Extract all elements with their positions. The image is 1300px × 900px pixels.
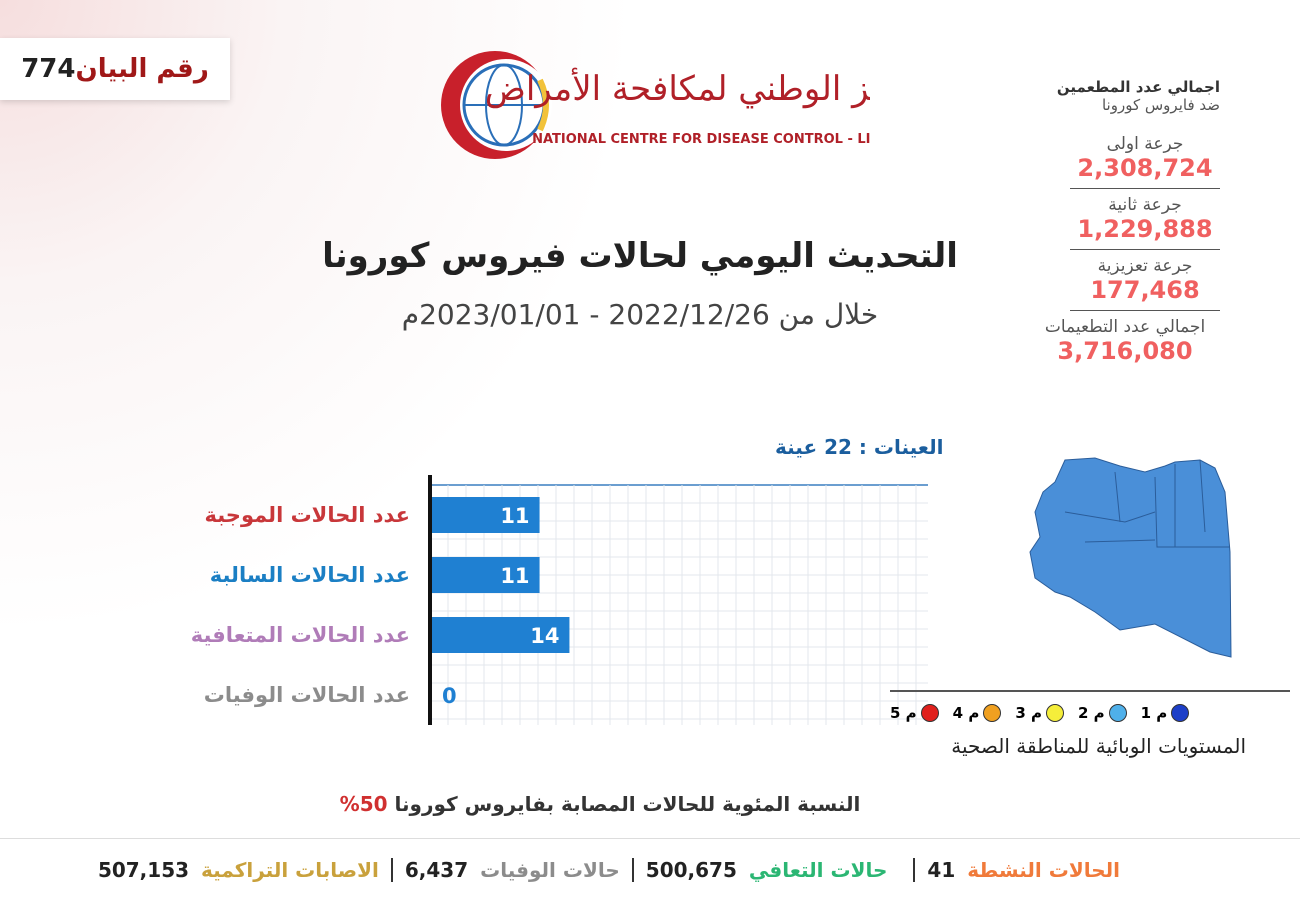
percentage-text: النسبة المئوية للحالات المصابة بفايروس ك…	[394, 792, 861, 816]
vaccination-label: جرعة اولى	[1106, 134, 1184, 154]
footer-value: 500,675	[645, 857, 737, 882]
statement-label: رقم البيان	[75, 54, 209, 84]
value-label: 11	[500, 504, 529, 528]
vaccination-value: 1,229,888	[1077, 215, 1213, 243]
logo-name-en: NATIONAL CENTRE FOR DISEASE CONTROL - LI…	[532, 132, 870, 147]
legend-item: م 4	[953, 704, 1002, 722]
footer-label: الحالات النشطة	[967, 857, 1120, 882]
legend-label: م 4	[952, 704, 980, 722]
category-label: عدد الحالات السالبة	[210, 563, 410, 587]
legend-label: م 1	[1140, 704, 1168, 722]
percentage-value: 50%	[339, 792, 388, 816]
vaccination-value: 177,468	[1090, 276, 1200, 304]
libya-map	[1029, 457, 1232, 658]
logo-accent	[537, 78, 549, 132]
vaccination-item: جرعة اولى 2,308,724	[1070, 128, 1220, 189]
legend-label: م 3	[1015, 704, 1042, 722]
legend-title: المستويات الوبائية للمناطقة الصحية	[951, 734, 1246, 758]
footer-label: حالات التعافي	[748, 857, 888, 882]
legend-dot	[1108, 704, 1127, 722]
vaccination-label: جرعة تعزيزية	[1097, 256, 1193, 276]
map-legend: م 1 م 2 م 3 م 4 م 5 المستويات الوبائية للمنا…	[890, 690, 1290, 758]
footer: الحالات النشطة 41 حالات التعافي 500,675 حالا…	[0, 838, 1300, 900]
value-label: 14	[530, 624, 559, 648]
bar	[430, 497, 540, 533]
footer-item: حالات التعافي 500,675	[631, 857, 900, 882]
percentage: النسبة المئوية للحالات المصابة بفايروس ك…	[300, 792, 900, 816]
subtitle: خلال من 2022/12/26 - 2023/01/01م	[401, 298, 879, 331]
legend-label: م 5	[890, 704, 917, 722]
logo: المركز الوطني لمكافحة الأمراض NATIONAL C…	[441, 51, 870, 159]
legend-levels: م 1 م 2 م 3 م 4 م 5	[890, 704, 1290, 722]
legend-dot	[1045, 704, 1064, 722]
bar	[430, 557, 540, 593]
footer-value: 6,437	[404, 857, 469, 882]
legend-dot	[983, 704, 1002, 722]
chart: عدد العينات : 22 عينة عدد الحالات الموجبة…	[191, 435, 950, 725]
map	[1029, 457, 1232, 658]
vaccination-label: جرعة ثانية	[1108, 195, 1182, 215]
value-label: 11	[500, 564, 529, 588]
vaccination-panel: اجمالي عدد المطعمين ضد فايروس كورونا جرع…	[1030, 78, 1220, 371]
footer-item: حالات الوفيات 6,437	[390, 857, 632, 882]
legend-item: م 2	[1078, 704, 1127, 722]
vaccination-value: 3,716,080	[1057, 337, 1193, 365]
category-label: عدد الحالات الوفيات	[204, 683, 410, 707]
footer-label: حالات الوفيات	[480, 857, 620, 882]
vaccination-subheading: ضد فايروس كورونا	[1101, 96, 1220, 114]
logo-name-ar: المركز الوطني لمكافحة الأمراض	[485, 67, 870, 109]
footer-value: 41	[927, 857, 956, 882]
footer-item: الاصابات التراكمية 507,153	[86, 858, 391, 882]
bar	[430, 617, 570, 653]
vaccination-item: جرعة تعزيزية 177,468	[1070, 250, 1220, 311]
value-label: 0	[442, 684, 457, 708]
chart-title: عدد العينات : 22 عينة	[775, 435, 950, 459]
legend-item: م 5	[890, 704, 939, 722]
vaccination-item: اجمالي عدد التطعيمات 3,716,080	[1030, 311, 1220, 371]
vaccination-label: اجمالي عدد التطعيمات	[1044, 317, 1206, 337]
title: التحديث اليومي لحالات فيروس كورونا	[322, 236, 958, 276]
footer-item: الحالات النشطة 41	[913, 857, 1120, 882]
footer-value: 507,153	[97, 857, 190, 882]
vaccination-value: 2,308,724	[1077, 154, 1213, 182]
legend-dot	[920, 704, 939, 722]
legend-item: م 1	[1141, 704, 1190, 722]
category-label: عدد الحالات المتعافية	[191, 623, 410, 647]
category-label: عدد الحالات الموجبة	[205, 503, 411, 527]
legend-label: م 2	[1077, 704, 1105, 722]
vaccination-item: جرعة ثانية 1,229,888	[1070, 189, 1220, 250]
vaccination-heading: اجمالي عدد المطعمين	[1056, 78, 1220, 96]
statement-number: 774	[21, 54, 76, 84]
map-borders	[1064, 459, 1230, 548]
footer-label: الاصابات التراكمية	[201, 857, 379, 882]
legend-item: م 3	[1015, 704, 1064, 722]
statement-box: رقم البيان 774	[0, 38, 230, 100]
legend-dot	[1171, 704, 1190, 722]
